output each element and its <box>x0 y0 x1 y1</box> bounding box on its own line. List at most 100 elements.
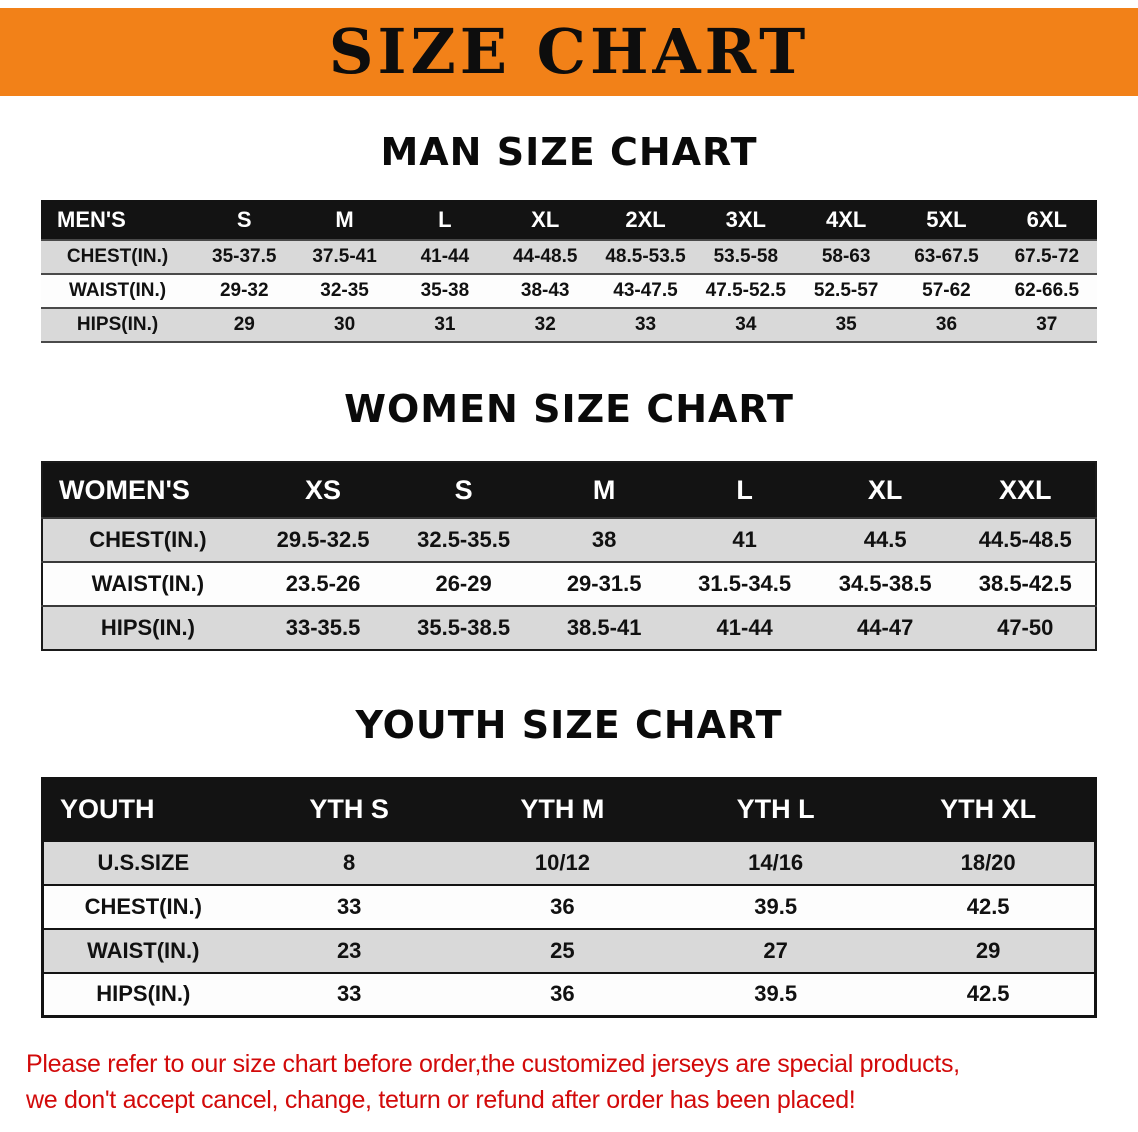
size-column-header: YTH M <box>455 778 670 841</box>
size-value-cell: 57-62 <box>896 273 997 308</box>
size-column-header: XL <box>495 200 596 240</box>
size-value-cell: 38.5-41 <box>533 605 675 650</box>
size-value-cell: 62-66.5 <box>996 273 1097 308</box>
size-value-cell: 29 <box>882 927 1096 973</box>
size-value-cell: 47-50 <box>955 605 1096 650</box>
youth-size-section: YOUTH SIZE CHART YOUTH YTH S YTH M YTH L YTH… <box>0 703 1138 1018</box>
size-column-header: 3XL <box>695 200 796 240</box>
size-column-header: YTH S <box>242 778 456 841</box>
size-value-cell: 35-37.5 <box>194 239 295 274</box>
size-value-cell: 29-31.5 <box>533 561 675 606</box>
size-column-header: S <box>194 200 295 240</box>
size-column-header: YTH XL <box>882 778 1096 841</box>
size-value-cell: 33 <box>242 883 456 929</box>
size-value-cell: 35-38 <box>394 273 496 308</box>
size-column-header: XXL <box>955 462 1096 518</box>
measurement-row: CHEST(IN.) 29.5-32.5 32.5-35.5 38 41 44.5 44.5… <box>42 517 1096 562</box>
size-value-cell: 53.5-58 <box>695 239 796 274</box>
size-value-cell: 26-29 <box>393 561 534 606</box>
table-header-row: MEN'S S M L XL 2XL 3XL 4XL 5XL 6XL <box>41 200 1097 240</box>
measurement-row-label: CHEST(IN.) <box>41 239 195 274</box>
table-corner-label: WOMEN'S <box>42 462 253 518</box>
youth-section-heading: YOUTH SIZE CHART <box>355 703 783 747</box>
size-value-cell: 31 <box>394 307 496 342</box>
size-value-cell: 35.5-38.5 <box>393 605 534 650</box>
size-value-cell: 36 <box>455 971 670 1017</box>
size-value-cell: 33 <box>242 971 456 1017</box>
size-column-header: M <box>533 462 675 518</box>
size-value-cell: 58-63 <box>795 239 897 274</box>
size-value-cell: 63-67.5 <box>896 239 997 274</box>
size-value-cell: 36 <box>455 883 670 929</box>
notice-line-2: we don't accept cancel, change, teturn o… <box>26 1086 856 1115</box>
size-value-cell: 44.5 <box>814 517 956 562</box>
size-value-cell: 31.5-34.5 <box>674 561 815 606</box>
banner-title: SIZE CHART <box>328 15 810 88</box>
size-value-cell: 32-35 <box>294 273 395 308</box>
size-value-cell: 29.5-32.5 <box>252 517 394 562</box>
size-column-header: 5XL <box>896 200 997 240</box>
measurement-row-label: WAIST(IN.) <box>42 561 253 606</box>
size-value-cell: 37 <box>996 307 1097 342</box>
size-value-cell: 18/20 <box>882 839 1096 885</box>
size-chart-banner: SIZE CHART <box>0 8 1138 96</box>
measurement-row: WAIST(IN.) 23.5-26 26-29 29-31.5 31.5-34.5 34… <box>42 561 1096 606</box>
measurement-row-label: CHEST(IN.) <box>42 883 243 929</box>
size-value-cell: 39.5 <box>669 971 883 1017</box>
men-size-table: MEN'S S M L XL 2XL 3XL 4XL 5XL 6XL CHEST(IN.) 35-37… <box>41 200 1097 343</box>
size-value-cell: 44.5-48.5 <box>955 517 1096 562</box>
size-value-cell: 32 <box>495 307 596 342</box>
table-header-row: YOUTH YTH S YTH M YTH L YTH XL <box>42 778 1096 841</box>
measurement-row: CHEST(IN.) 35-37.5 37.5-41 41-44 44-48.5 48.5… <box>41 239 1097 274</box>
size-value-cell: 42.5 <box>882 971 1096 1017</box>
measurement-row-label: WAIST(IN.) <box>41 273 195 308</box>
size-column-header: L <box>394 200 496 240</box>
size-value-cell: 25 <box>455 927 670 973</box>
size-value-cell: 38.5-42.5 <box>955 561 1096 606</box>
measurement-row-label: HIPS(IN.) <box>41 307 195 342</box>
size-column-header: 2XL <box>595 200 696 240</box>
size-column-header: XS <box>252 462 394 518</box>
size-value-cell: 36 <box>896 307 997 342</box>
size-value-cell: 14/16 <box>669 839 883 885</box>
size-value-cell: 30 <box>294 307 395 342</box>
size-value-cell: 23 <box>242 927 456 973</box>
size-value-cell: 47.5-52.5 <box>695 273 796 308</box>
measurement-row-label: U.S.SIZE <box>42 839 243 885</box>
table-corner-label: YOUTH <box>42 778 243 841</box>
size-value-cell: 44-48.5 <box>495 239 596 274</box>
size-column-header: 4XL <box>795 200 897 240</box>
size-value-cell: 41-44 <box>674 605 815 650</box>
size-value-cell: 29-32 <box>194 273 295 308</box>
table-header-row: WOMEN'S XS S M L XL XXL <box>42 462 1096 518</box>
size-value-cell: 39.5 <box>669 883 883 929</box>
size-value-cell: 52.5-57 <box>795 273 897 308</box>
measurement-row: HIPS(IN.) 33 36 39.5 42.5 <box>42 971 1096 1017</box>
size-value-cell: 41-44 <box>394 239 496 274</box>
measurement-row: WAIST(IN.) 23 25 27 29 <box>42 927 1096 973</box>
notice-line-1: Please refer to our size chart before or… <box>26 1050 960 1078</box>
youth-size-table: YOUTH YTH S YTH M YTH L YTH XL U.S.SIZE 8 10/12… <box>41 777 1097 1018</box>
measurement-row-label: HIPS(IN.) <box>42 605 253 650</box>
women-section-heading: WOMEN SIZE CHART <box>344 387 794 431</box>
size-value-cell: 67.5-72 <box>996 239 1097 274</box>
size-value-cell: 38 <box>533 517 675 562</box>
size-value-cell: 37.5-41 <box>294 239 395 274</box>
measurement-row-label: CHEST(IN.) <box>42 517 253 562</box>
size-value-cell: 35 <box>795 307 897 342</box>
size-value-cell: 43-47.5 <box>595 273 696 308</box>
women-size-section: WOMEN SIZE CHART WOMEN'S XS S M L XL XXL CHEST(… <box>0 387 1138 651</box>
measurement-row: HIPS(IN.) 33-35.5 35.5-38.5 38.5-41 41-44 44-… <box>42 605 1096 650</box>
size-column-header: 6XL <box>996 200 1097 240</box>
size-value-cell: 41 <box>674 517 815 562</box>
size-value-cell: 8 <box>242 839 456 885</box>
size-column-header: YTH L <box>669 778 883 841</box>
size-column-header: L <box>674 462 815 518</box>
size-value-cell: 27 <box>669 927 883 973</box>
size-value-cell: 34 <box>695 307 796 342</box>
size-value-cell: 44-47 <box>814 605 956 650</box>
measurement-row-label: WAIST(IN.) <box>42 927 243 973</box>
measurement-row: WAIST(IN.) 29-32 32-35 35-38 38-43 43-47.5 47.… <box>41 273 1097 308</box>
women-size-table: WOMEN'S XS S M L XL XXL CHEST(IN.) 29.5-32.5 32.5… <box>41 461 1097 651</box>
